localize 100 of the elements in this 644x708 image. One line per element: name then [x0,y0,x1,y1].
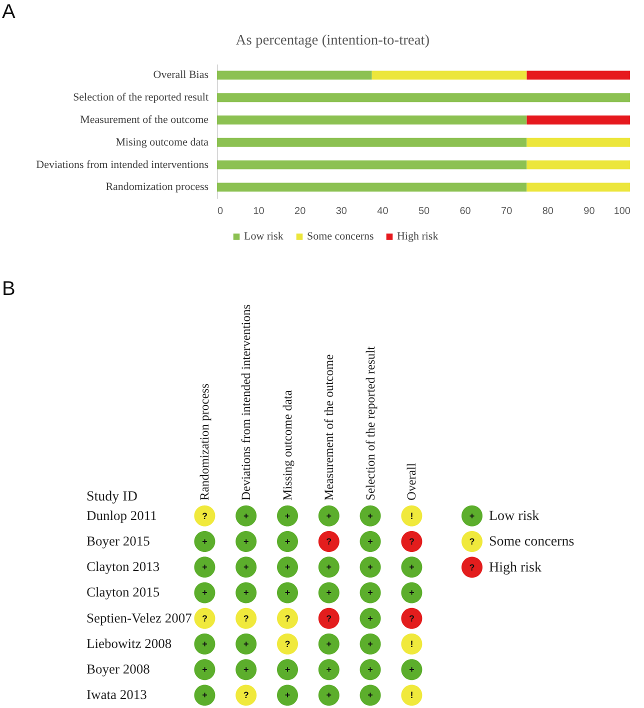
text: + [202,536,208,546]
legend-label: High risk [396,230,439,243]
y-tick-label: Liebowitz 2008 [86,636,172,651]
text: + [409,588,414,598]
text: ? [284,613,290,624]
x-tick-label: 20 [294,206,306,217]
text: ? [243,690,249,700]
text: + [243,536,249,546]
text: + [409,562,414,572]
text: ? [408,613,414,624]
y-tick-label: Clayton 2015 [86,584,160,600]
text: + [243,588,249,598]
text: ? [408,536,414,546]
x-tick-label: 70 [501,206,513,217]
text: + [243,638,249,649]
y-tick-label: Measurement of the outcome [80,114,209,126]
bar [526,182,630,192]
y-tick-label: Clayton 2013 [86,559,160,574]
x-tick-label: 40 [377,206,389,217]
bar [217,182,527,192]
text: + [469,510,475,521]
text: ? [202,510,208,521]
text: + [284,664,290,675]
text: + [284,510,290,521]
text: ! [410,638,414,649]
text: ? [326,613,332,624]
text: + [243,562,249,572]
x-tick-label: Selection of the reported result [363,346,378,500]
text: ? [469,536,475,547]
text: ! [410,510,414,521]
text: + [368,638,373,649]
text: + [326,510,332,521]
text: + [368,664,373,675]
x-tick-label: 10 [253,206,265,217]
y-tick-label: Randomization process [106,181,209,194]
x-tick-label: Measurement of the outcome [322,354,336,500]
text: B [2,278,16,300]
y-tick-label: Selection of the reported result [73,92,209,104]
text: + [326,638,332,649]
text: + [368,562,373,572]
bar [372,70,527,80]
text: + [202,588,208,598]
text: + [284,690,290,700]
legend-label: Low risk [244,230,284,243]
text: + [368,536,373,546]
text: + [409,664,414,675]
x-tick-label: Missing outcome data [280,390,294,500]
bar [526,116,630,124]
text: A [2,1,16,23]
bar [526,138,630,147]
text: + [202,664,208,675]
text: + [243,510,249,521]
bar [217,160,527,170]
text: + [202,638,208,649]
text: + [326,562,332,572]
text: ? [202,613,208,624]
text: ? [469,562,475,572]
y-tick-label: Dunlop 2011 [86,508,157,523]
text: + [326,690,332,700]
text: + [202,562,208,572]
y-tick-label: Boyer 2015 [86,533,150,548]
text: + [284,536,290,546]
bar [217,138,527,147]
text: ? [326,536,332,546]
y-axis-title: Study ID [86,490,138,504]
bar [217,116,527,124]
text: + [326,588,332,598]
text: + [326,664,332,675]
text: + [284,588,290,598]
x-tick-label: Overall [404,462,419,500]
bar [217,70,372,80]
text: ? [284,638,290,649]
text: + [368,510,373,521]
text: + [243,664,249,675]
y-tick-label: Boyer 2008 [86,662,150,677]
text: ? [243,613,249,624]
text: + [284,562,290,572]
text: + [368,613,373,624]
chart-title: As percentage (intention-to-treat) [236,32,430,48]
y-tick-label: Mising outcome data [116,136,209,148]
y-tick-label: Overall Bias [153,69,209,82]
text: + [368,588,373,598]
text: + [202,690,208,700]
x-tick-label: 80 [542,206,554,217]
bar [217,93,630,102]
x-tick-label: 30 [336,206,348,217]
category-label: Low risk [489,508,540,524]
bar [526,70,630,80]
legend-label: Some concerns [307,230,374,243]
x-tick-label: 0 [218,206,224,217]
x-tick-label: 60 [460,206,472,217]
x-tick-label: 90 [584,206,596,217]
x-tick-label: 50 [418,206,430,217]
category-label: Some concerns [489,534,574,550]
text: + [368,690,373,700]
x-tick-label: 100 [614,206,631,217]
y-tick-label: Deviations from intended interventions [36,158,209,171]
bar [526,160,630,170]
y-tick-label: Septien-Velez 2007 [86,610,192,626]
category-label: High risk [489,560,542,576]
